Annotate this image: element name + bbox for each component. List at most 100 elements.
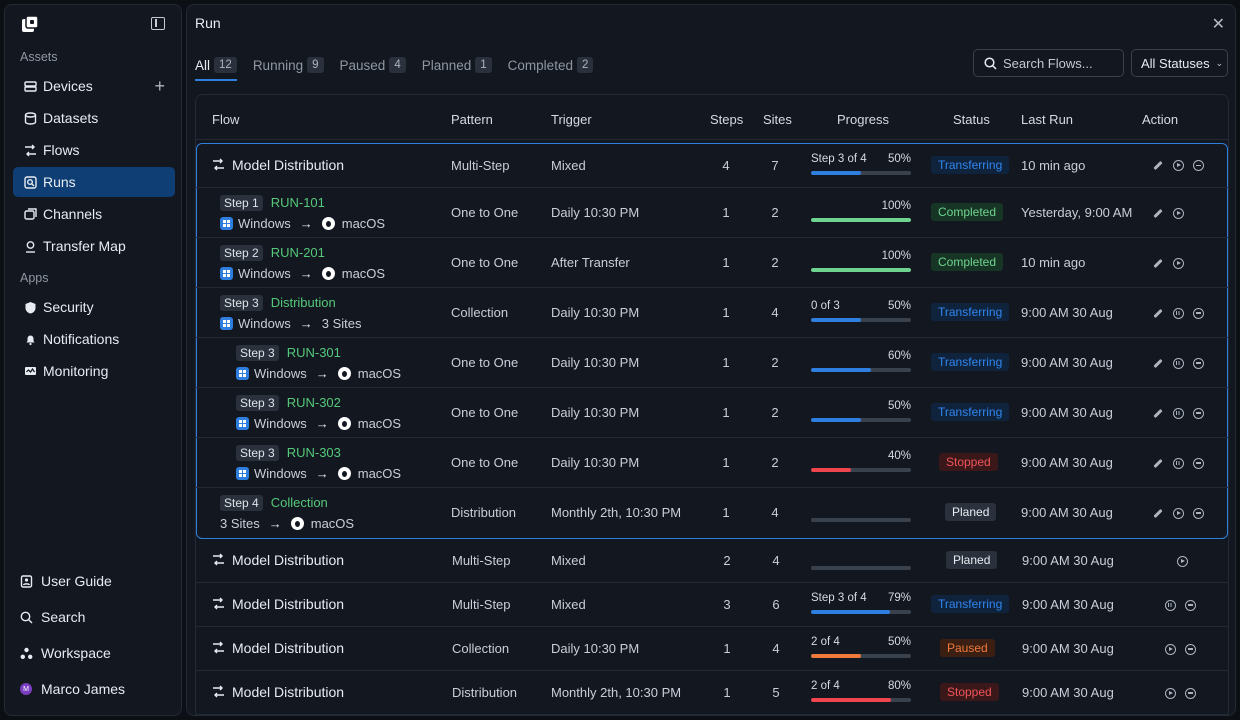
progress-bar (811, 566, 911, 570)
sidebar-item-user-guide[interactable]: User Guide (13, 566, 175, 596)
edit-pencil-icon[interactable] (1152, 507, 1164, 519)
row-actions (1164, 687, 1204, 699)
play-icon[interactable] (1164, 687, 1176, 699)
search-input[interactable] (1003, 55, 1113, 71)
destination-label: 3 Sites (321, 316, 362, 331)
edit-pencil-icon[interactable] (1152, 357, 1164, 369)
sidebar-item-devices[interactable]: Devices + (13, 71, 175, 101)
flow-row[interactable]: Model Distribution Multi-Step Mixed 3 6 Step … (196, 583, 1228, 627)
run-id-link[interactable]: RUN-301 (286, 345, 341, 360)
flow-row[interactable]: Model Distribution Distribution Monthly 2t… (196, 671, 1228, 715)
workspace-icon (19, 646, 33, 660)
trigger-cell: Daily 10:30 PM (551, 205, 640, 220)
app-logo-icon[interactable] (21, 15, 39, 33)
run-id-link[interactable]: RUN-303 (286, 445, 341, 460)
apple-icon (321, 267, 335, 280)
flow-step-row[interactable]: Step 3 RUN-301 Windows → macOS One to One Dail… (196, 338, 1228, 388)
progress-cell (811, 548, 911, 570)
search-flows[interactable] (973, 49, 1124, 77)
sidebar-item-workspace[interactable]: Workspace (13, 638, 175, 668)
tab-all[interactable]: All 12 (195, 53, 237, 81)
flow-step-row[interactable]: Step 4 Collection 3 Sites → macOS Distributio… (196, 488, 1228, 538)
run-id-link[interactable]: RUN-201 (270, 245, 325, 260)
tab-completed[interactable]: Completed 2 (508, 53, 594, 77)
sidebar-item-flows[interactable]: Flows (13, 135, 175, 165)
run-id-link[interactable]: RUN-101 (270, 195, 325, 210)
flow-step-cell: Step 4 Collection 3 Sites → macOS (220, 495, 354, 531)
progress-bar (811, 268, 911, 272)
edit-pencil-icon[interactable] (1152, 257, 1164, 269)
run-id-link[interactable]: Collection (270, 495, 328, 510)
play-icon[interactable] (1164, 643, 1176, 655)
remove-icon[interactable] (1192, 507, 1204, 519)
tab-planned[interactable]: Planned 1 (422, 53, 492, 77)
transfer-path: 3 Sites → macOS (220, 516, 354, 531)
play-icon[interactable] (1172, 160, 1184, 172)
remove-icon[interactable] (1192, 160, 1204, 172)
play-icon[interactable] (1176, 555, 1188, 567)
sidebar-item-search[interactable]: Search (13, 602, 175, 632)
flow-row[interactable]: Model Distribution Collection Daily 10:30 … (196, 627, 1228, 671)
pause-icon[interactable] (1164, 599, 1176, 611)
close-icon[interactable]: ✕ (1211, 16, 1225, 33)
tab-running[interactable]: Running 9 (253, 53, 324, 77)
pause-icon[interactable] (1172, 457, 1184, 469)
sidebar-item-channels[interactable]: Channels (13, 199, 175, 229)
sidebar-item-transfer-map[interactable]: Transfer Map (13, 231, 175, 261)
apple-icon (337, 417, 351, 430)
flow-step-row[interactable]: Step 2 RUN-201 Windows → macOS One to One Afte… (196, 238, 1228, 288)
remove-icon[interactable] (1184, 599, 1196, 611)
edit-pencil-icon[interactable] (1152, 407, 1164, 419)
run-id-link[interactable]: Distribution (270, 295, 336, 310)
pause-icon[interactable] (1172, 357, 1184, 369)
sidebar-item-marco-james[interactable]: M Marco James (13, 674, 175, 704)
play-icon[interactable] (1172, 207, 1184, 219)
flow-step-row[interactable]: Step 3 RUN-303 Windows → macOS One to One Dail… (196, 438, 1228, 488)
flow-group-row[interactable]: Model Distribution Multi-Step Mixed 4 7 Step … (196, 143, 1228, 188)
sites-cell: 6 (772, 597, 780, 612)
flow-step-row[interactable]: Step 3 RUN-302 Windows → macOS One to One Dail… (196, 388, 1228, 438)
pause-icon[interactable] (1172, 307, 1184, 319)
main-panel: Run ✕ All 12 Running 9 Paused 4 Planned 1 Comple… (186, 4, 1236, 716)
remove-icon[interactable] (1192, 407, 1204, 419)
remove-icon[interactable] (1192, 357, 1204, 369)
status-badge: Transferring (931, 155, 1010, 174)
destination-label: macOS (357, 416, 402, 431)
sidebar-item-label: Security (43, 299, 94, 315)
step-tag: Step 3 (236, 345, 279, 361)
tab-paused[interactable]: Paused 4 (340, 53, 406, 77)
status-filter-select[interactable]: All Statuses ⌄ (1131, 49, 1228, 77)
remove-icon[interactable] (1184, 643, 1196, 655)
chevron-down-icon: ⌄ (1215, 57, 1224, 68)
sidebar-item-monitoring[interactable]: Monitoring (13, 356, 175, 386)
sidebar-item-runs[interactable]: Runs (13, 167, 175, 197)
last-run-cell: 9:00 AM 30 Aug (1022, 641, 1114, 656)
flow-step-row[interactable]: Step 1 RUN-101 Windows → macOS One to One Dail… (196, 188, 1228, 238)
flow-step-row[interactable]: Step 3 Distribution Windows → 3 Sites Collect… (196, 288, 1228, 338)
edit-pencil-icon[interactable] (1152, 307, 1164, 319)
run-id-link[interactable]: RUN-302 (286, 395, 341, 410)
column-header-steps: Steps (710, 112, 744, 127)
sidebar-item-security[interactable]: Security (13, 292, 175, 322)
remove-icon[interactable] (1184, 687, 1196, 699)
trigger-cell: Daily 10:30 PM (551, 405, 640, 420)
remove-icon[interactable] (1192, 307, 1204, 319)
edit-pencil-icon[interactable] (1152, 160, 1164, 172)
flow-row[interactable]: Model Distribution Multi-Step Mixed 2 4 Plane… (196, 539, 1228, 583)
sidebar-toggle-icon[interactable] (151, 17, 165, 30)
sidebar-item-datasets[interactable]: Datasets (13, 103, 175, 133)
edit-pencil-icon[interactable] (1152, 207, 1164, 219)
remove-icon[interactable] (1192, 457, 1204, 469)
edit-pencil-icon[interactable] (1152, 457, 1164, 469)
trigger-cell: Mixed (551, 597, 586, 612)
source-label: 3 Sites (220, 516, 260, 531)
sidebar-item-notifications[interactable]: Notifications (13, 324, 175, 354)
progress-bar-fill (811, 418, 861, 422)
progress-cell (811, 500, 911, 522)
flow-name-cell: Model Distribution (212, 596, 344, 612)
play-icon[interactable] (1172, 507, 1184, 519)
progress-bar (811, 368, 911, 372)
add-device-plus-icon[interactable]: + (154, 76, 165, 96)
play-icon[interactable] (1172, 257, 1184, 269)
pause-icon[interactable] (1172, 407, 1184, 419)
